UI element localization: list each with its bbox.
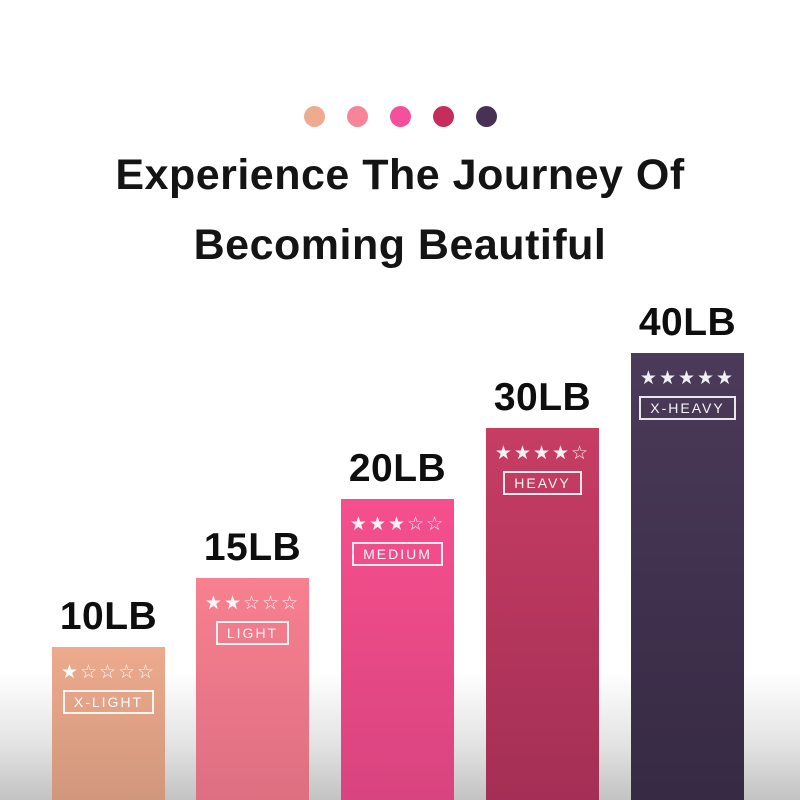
palette-dot-heavy — [432, 106, 454, 127]
level-tag-15lb: LIGHT — [215, 621, 290, 645]
weight-label-10lb: 10LB — [59, 595, 158, 638]
bar-20lb: ★★★☆☆ MEDIUM — [341, 499, 454, 800]
palette-dot-light — [346, 106, 368, 127]
star-rating-10lb: ★☆☆☆☆ — [60, 662, 157, 683]
bar-15lb: ★★☆☆☆ LIGHT — [196, 578, 309, 800]
star-rating-20lb: ★★★☆☆ — [349, 514, 446, 535]
bar-group-10lb: 10LB ★☆☆☆☆ X-LIGHT — [52, 595, 165, 800]
weight-label-20lb: 20LB — [348, 447, 447, 490]
bar-group-40lb: 40LB ★★★★★ X-HEAVY — [631, 301, 744, 800]
bar-10lb: ★☆☆☆☆ X-LIGHT — [52, 647, 165, 800]
palette-dot-medium — [389, 106, 411, 127]
palette-dot-xlight — [303, 106, 325, 127]
color-palette-dots — [0, 106, 800, 127]
page-title: Experience The Journey Of Becoming Beaut… — [0, 140, 800, 280]
level-tag-30lb: HEAVY — [503, 471, 582, 495]
weight-label-40lb: 40LB — [638, 301, 737, 344]
bar-40lb: ★★★★★ X-HEAVY — [631, 353, 744, 800]
palette-dot-xheavy — [475, 106, 497, 127]
bar-group-30lb: 30LB ★★★★☆ HEAVY — [486, 376, 599, 800]
title-line-1: Experience The Journey Of — [115, 151, 685, 199]
star-rating-15lb: ★★☆☆☆ — [204, 593, 301, 614]
bar-30lb: ★★★★☆ HEAVY — [486, 428, 599, 800]
level-tag-10lb: X-LIGHT — [62, 690, 155, 714]
star-rating-40lb: ★★★★★ — [639, 368, 736, 389]
title-line-2: Becoming Beautiful — [193, 221, 607, 269]
level-tag-20lb: MEDIUM — [352, 542, 443, 566]
weight-label-30lb: 30LB — [493, 376, 592, 419]
bar-group-15lb: 15LB ★★☆☆☆ LIGHT — [196, 526, 309, 800]
bar-group-20lb: 20LB ★★★☆☆ MEDIUM — [341, 447, 454, 800]
weight-label-15lb: 15LB — [203, 526, 302, 569]
star-rating-30lb: ★★★★☆ — [494, 443, 591, 464]
level-tag-40lb: X-HEAVY — [639, 396, 736, 420]
